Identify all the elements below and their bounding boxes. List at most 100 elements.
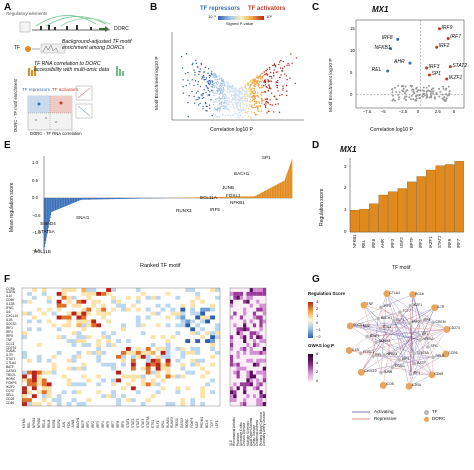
panel-f-heatmap-cell xyxy=(106,307,112,312)
panel-f-gwas-cell xyxy=(246,398,250,403)
panel-f-heatmap-cell xyxy=(31,335,37,340)
panel-f-heatmap-cell xyxy=(210,370,216,375)
panel-f-gwas-cell xyxy=(249,331,253,336)
panel-b-point xyxy=(200,62,202,65)
panel-g-edge xyxy=(393,320,410,324)
panel-b-legend-repressors: TF repressors xyxy=(200,6,241,12)
panel-g-dorc-node xyxy=(379,381,387,390)
panel-f-heatmap-cell xyxy=(106,382,112,387)
panel-f-row-label: SELL xyxy=(6,392,14,397)
panel-f-heatmap-cell xyxy=(96,339,102,344)
panel-b-point xyxy=(224,85,227,88)
panel-f-heatmap-cell xyxy=(66,343,72,348)
panel-f-heatmap-cell xyxy=(101,291,107,296)
panel-b-point xyxy=(212,90,214,92)
panel-f-heatmap-cell xyxy=(51,370,57,375)
panel-f-row-label: IL1B xyxy=(6,317,13,322)
panel-f-gwas-cell xyxy=(236,307,240,312)
panel-f-heatmap-cell xyxy=(121,295,126,300)
panel-f-gwas-cell xyxy=(239,335,244,340)
panel-f-heatmap-cell xyxy=(135,362,141,367)
panel-f-heatmap-cell xyxy=(71,347,77,351)
panel-b-point xyxy=(248,81,251,83)
panel-f-heatmap-cell xyxy=(121,382,126,387)
panel-f-heatmap-cell xyxy=(195,299,201,304)
panel-c-xtick: −2.5 xyxy=(398,109,408,114)
panel-b-point xyxy=(266,112,268,114)
panel-b-point xyxy=(280,60,282,62)
panel-f-heatmap-cell xyxy=(215,319,221,324)
panel-f-gwas-cell xyxy=(246,331,250,336)
panel-b-point xyxy=(260,81,263,83)
panel-g-edge xyxy=(420,320,446,355)
panel-f-heatmap-cell xyxy=(160,307,166,312)
panel-f-heatmap-cell xyxy=(26,299,32,304)
panel-b-point xyxy=(241,99,243,101)
panel-f-heatmap-cell xyxy=(145,307,151,312)
panel-f-gwas-cell xyxy=(233,291,237,296)
panel-f-heatmap-cell xyxy=(91,291,97,296)
panel-f-heatmap-cell xyxy=(205,386,211,391)
panel-f-heatmap-cell xyxy=(111,347,117,351)
panel-f-heatmap-cell xyxy=(71,335,77,340)
panel-c-highlight-point xyxy=(435,45,439,49)
panel-f-heatmap-cell xyxy=(150,343,156,348)
panel-b-point xyxy=(250,111,252,113)
panel-f-heatmap-cell xyxy=(31,378,37,383)
panel-f-heatmap-cell xyxy=(36,299,42,304)
panel-b-point xyxy=(253,80,255,83)
panel-f-heatmap-cell xyxy=(200,354,206,359)
panel-a-repressors-label: TF repressors xyxy=(22,87,51,92)
panel-f-heatmap-cell xyxy=(66,323,72,328)
panel-f-gwas-cell xyxy=(236,303,240,308)
panel-f-heatmap-cell xyxy=(56,394,62,399)
panel-c-point xyxy=(430,88,433,91)
panel-f-heatmap-cell xyxy=(150,315,156,320)
panel-f-heatmap-cell xyxy=(36,303,42,308)
panel-f-heatmap-cell xyxy=(116,378,122,383)
panel-f-gwas-cell xyxy=(256,386,260,391)
panel-f-heatmap-cell xyxy=(121,299,126,304)
panel-b-point xyxy=(224,105,226,108)
panel-f-heatmap-cell xyxy=(101,358,107,363)
panel-f-heatmap-cell xyxy=(101,354,107,359)
panel-f-heatmap-cell xyxy=(150,311,156,316)
panel-b-point xyxy=(182,92,185,94)
panel-b-point xyxy=(241,97,243,100)
panel-g-node-label: NFKB1 xyxy=(386,352,398,357)
panel-f-heatmap-cell xyxy=(86,362,92,367)
panel-b-point xyxy=(200,94,202,96)
panel-f-heatmap-cell xyxy=(31,386,37,391)
panel-f-heatmap-cell xyxy=(145,315,151,320)
panel-f-heatmap-cell xyxy=(101,402,107,407)
panel-f-heatmap-cell xyxy=(26,386,32,391)
panel-f-heatmap-cell xyxy=(175,362,181,367)
panel-f-heatmap-cell xyxy=(121,362,126,367)
panel-b-point xyxy=(242,116,244,119)
panel-b-point xyxy=(218,104,220,106)
panel-f-heatmap-cell xyxy=(135,307,141,312)
panel-b-point xyxy=(247,111,249,113)
panel-f-heatmap-cell xyxy=(160,370,166,375)
panel-f-heatmap-cell xyxy=(180,382,186,387)
panel-f-heatmap-cell xyxy=(96,354,102,359)
panel-f-heatmap-cell xyxy=(190,350,196,355)
panel-f-heatmap-cell xyxy=(61,295,67,300)
panel-f-heatmap-cell xyxy=(210,288,216,292)
panel-f-heatmap-cell xyxy=(91,307,97,312)
panel-f-heatmap-cell xyxy=(180,315,186,320)
panel-g-legend-activating: Activating xyxy=(374,409,394,414)
panel-f-gwas-cell xyxy=(252,382,257,387)
panel-f-heatmap-cell xyxy=(175,335,181,340)
panel-f-heatmap-cell xyxy=(76,354,82,359)
panel-f-gwas-cell xyxy=(233,288,237,292)
panel-f-heatmap-cell xyxy=(116,382,122,387)
panel-b-point xyxy=(226,87,229,89)
panel-b-point xyxy=(222,91,224,93)
panel-c-xtick: 5 xyxy=(452,109,456,114)
panel-f-heatmap-cell xyxy=(26,354,32,359)
panel-f-heatmap-cell xyxy=(116,295,122,300)
panel-f-heatmap-cell xyxy=(116,343,122,348)
panel-f-heatmap-cell xyxy=(150,354,156,359)
panel-e-tf-label: RUNX3 xyxy=(176,208,192,213)
